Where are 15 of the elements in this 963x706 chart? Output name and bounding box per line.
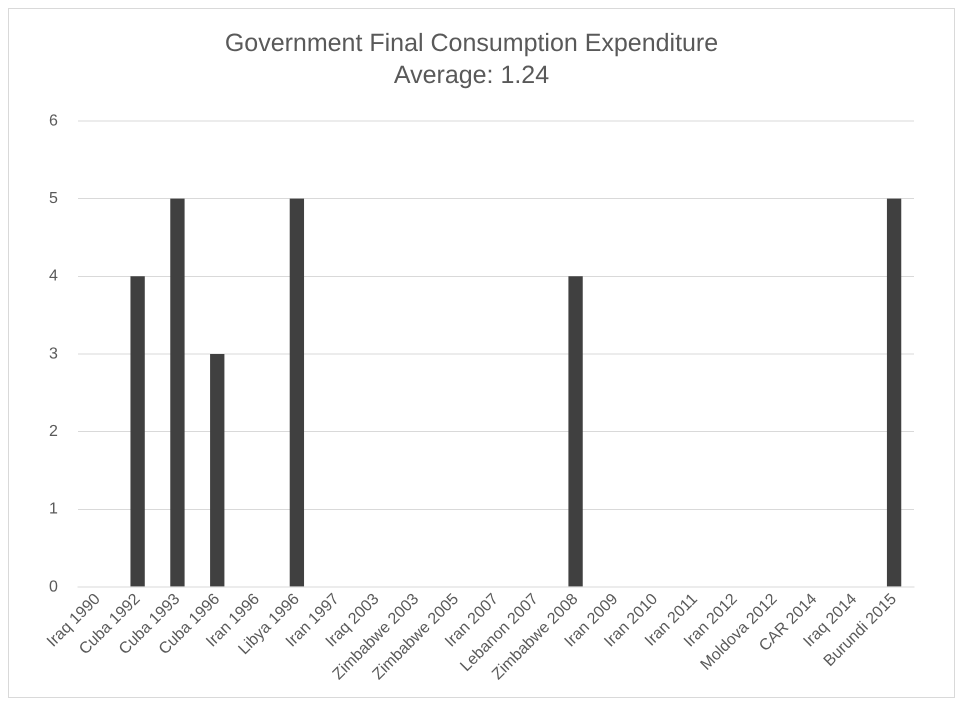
y-tick-label: 2 <box>48 423 58 440</box>
y-tick-label: 0 <box>48 578 58 596</box>
bar <box>568 276 583 586</box>
bar <box>210 354 224 586</box>
chart-subtitle: Average: 1.24 <box>394 60 550 89</box>
y-tick-label: 4 <box>48 268 58 285</box>
bar <box>170 198 185 586</box>
chart-title: Government Final Consumption Expenditure <box>224 28 718 57</box>
y-tick-label: 6 <box>48 112 58 130</box>
bar <box>886 198 902 586</box>
y-tick-label: 1 <box>48 500 58 518</box>
y-tick-label: 5 <box>48 190 58 208</box>
bar <box>290 198 304 586</box>
bar <box>130 276 145 586</box>
y-tick-label: 3 <box>48 345 58 362</box>
